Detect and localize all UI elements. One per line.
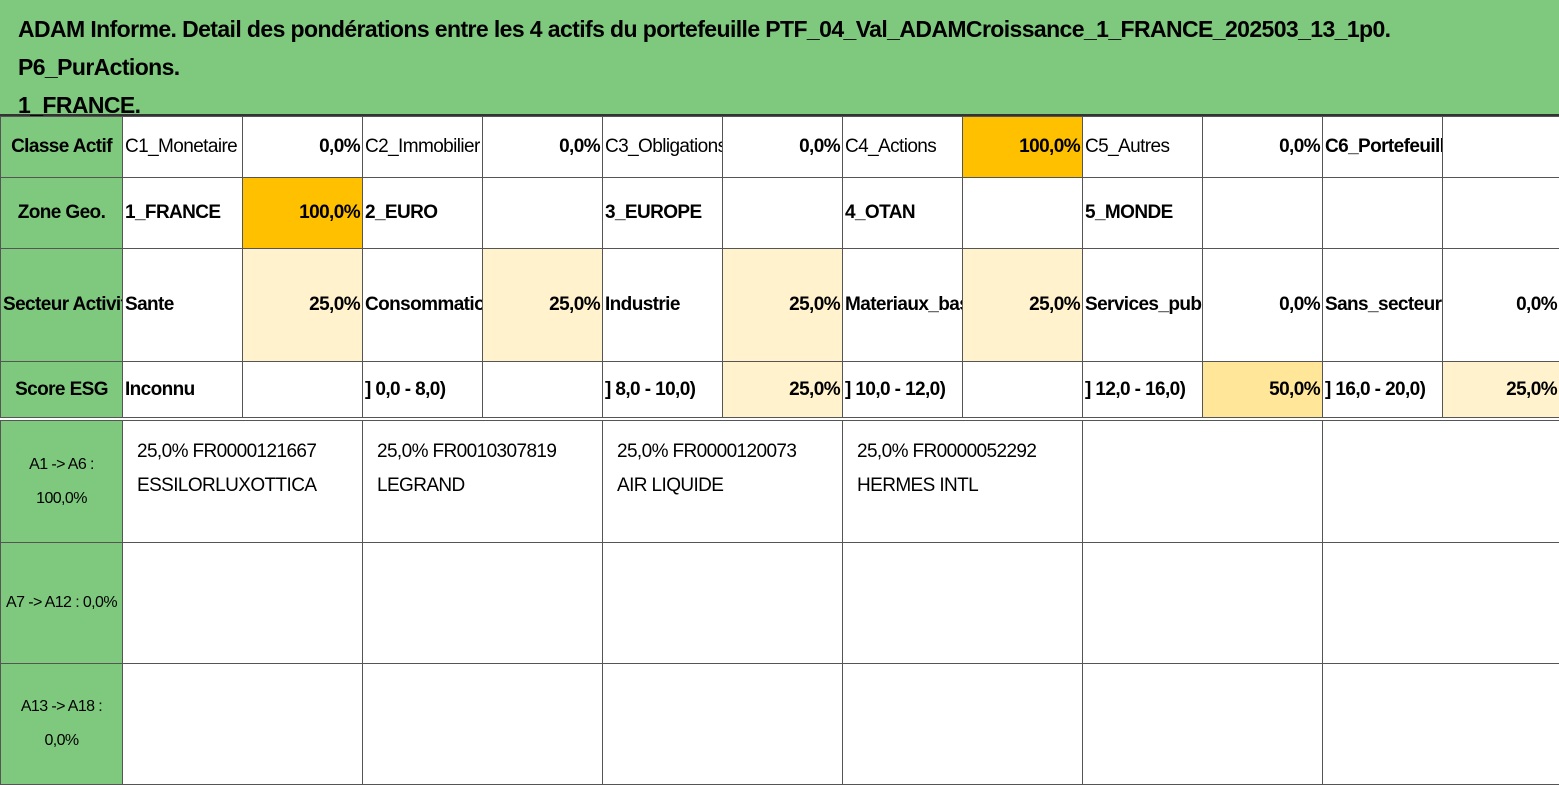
esg-value: 25,0%	[722, 361, 843, 418]
classe-actif-name: C2_Immobilier	[362, 116, 483, 178]
asset-cell	[1082, 420, 1323, 543]
report-title-line1: ADAM Informe. Detail des pondérations en…	[18, 16, 1391, 80]
assets-row: A7 -> A12 : 0,0%	[0, 542, 1559, 664]
classe-actif-name: C5_Autres	[1082, 116, 1203, 178]
asset-weight-isin: 25,0% FR0010307819	[377, 441, 557, 462]
asset-cell	[1322, 420, 1559, 543]
secteur-name: Materiaux_base	[842, 248, 963, 362]
asset-cell	[362, 542, 603, 664]
zone-geo-name: 4_OTAN	[842, 177, 963, 249]
asset-cell: 25,0% FR0000121667 ESSILORLUXOTTICA	[122, 420, 363, 543]
assets-row-label: A7 -> A12 : 0,0%	[0, 542, 123, 664]
secteur-name: Services_publics	[1082, 248, 1203, 362]
secteur-value: 25,0%	[722, 248, 843, 362]
secteur-activite-row: Secteur Activite Sante 25,0% Consommatio…	[0, 248, 1559, 362]
report-title: ADAM Informe. Detail des pondérations en…	[0, 0, 1559, 118]
esg-range: ] 16,0 - 20,0)	[1322, 361, 1443, 418]
classe-actif-row: Classe Actif C1_Monetaire 0,0% C2_Immobi…	[0, 116, 1559, 178]
classe-actif-name: C3_Obligations	[602, 116, 723, 178]
allocation-table: Classe Actif C1_Monetaire 0,0% C2_Immobi…	[0, 116, 1559, 418]
asset-cell	[1322, 542, 1559, 664]
secteur-name: Consommation_cyclique	[362, 248, 483, 362]
asset-name: AIR LIQUIDE	[617, 475, 724, 496]
secteur-value: 25,0%	[242, 248, 363, 362]
zone-geo-name: 2_EURO	[362, 177, 483, 249]
zone-geo-value	[1442, 177, 1559, 249]
classe-actif-value	[1442, 116, 1559, 178]
assets-row-label: A13 -> A18 : 0,0%	[0, 663, 123, 785]
classe-actif-name: C6_Portefeuill	[1322, 116, 1443, 178]
asset-cell	[1322, 663, 1559, 785]
asset-weight-isin: 25,0% FR0000121667	[137, 441, 317, 462]
esg-range: ] 10,0 - 12,0)	[842, 361, 963, 418]
zone-geo-value: 100,0%	[242, 177, 363, 249]
asset-cell: 25,0% FR0010307819 LEGRAND	[362, 420, 603, 543]
asset-name: HERMES INTL	[857, 475, 979, 496]
esg-value	[242, 361, 363, 418]
assets-row: A1 -> A6 : 100,0% 25,0% FR0000121667 ESS…	[0, 420, 1559, 543]
classe-actif-value: 0,0%	[242, 116, 363, 178]
zone-geo-row: Zone Geo. 1_FRANCE 100,0% 2_EURO 3_EUROP…	[0, 177, 1559, 249]
secteur-name: Industrie	[602, 248, 723, 362]
asset-cell	[122, 663, 363, 785]
asset-weight-isin: 25,0% FR0000120073	[617, 441, 797, 462]
asset-weight-isin: 25,0% FR0000052292	[857, 441, 1037, 462]
asset-cell	[842, 663, 1083, 785]
asset-cell	[1082, 542, 1323, 664]
asset-name: LEGRAND	[377, 475, 465, 496]
secteur-activite-label: Secteur Activite	[0, 248, 123, 362]
zone-geo-name	[1322, 177, 1443, 249]
classe-actif-value: 0,0%	[1202, 116, 1323, 178]
zone-geo-value	[482, 177, 603, 249]
asset-cell	[842, 542, 1083, 664]
secteur-name: Sans_secteur	[1322, 248, 1443, 362]
zone-geo-value	[1202, 177, 1323, 249]
esg-value: 50,0%	[1202, 361, 1323, 418]
classe-actif-label: Classe Actif	[0, 116, 123, 178]
asset-cell	[362, 663, 603, 785]
classe-actif-name: C4_Actions	[842, 116, 963, 178]
secteur-value: 25,0%	[962, 248, 1083, 362]
esg-value: 25,0%	[1442, 361, 1559, 418]
score-esg-row: Score ESG Inconnu ] 0,0 - 8,0) ] 8,0 - 1…	[0, 361, 1559, 418]
classe-actif-name: C1_Monetaire	[122, 116, 243, 178]
classe-actif-value: 0,0%	[482, 116, 603, 178]
esg-range: Inconnu	[122, 361, 243, 418]
esg-range: ] 12,0 - 16,0)	[1082, 361, 1203, 418]
zone-geo-name: 1_FRANCE	[122, 177, 243, 249]
zone-geo-value	[962, 177, 1083, 249]
secteur-name: Sante	[122, 248, 243, 362]
esg-value	[962, 361, 1083, 418]
asset-name: ESSILORLUXOTTICA	[137, 475, 317, 496]
asset-cell	[602, 542, 843, 664]
secteur-value: 0,0%	[1442, 248, 1559, 362]
esg-value	[482, 361, 603, 418]
assets-row-label: A1 -> A6 : 100,0%	[0, 420, 123, 543]
asset-cell: 25,0% FR0000052292 HERMES INTL	[842, 420, 1083, 543]
asset-cell	[602, 663, 843, 785]
zone-geo-label: Zone Geo.	[0, 177, 123, 249]
zone-geo-name: 5_MONDE	[1082, 177, 1203, 249]
secteur-value: 25,0%	[482, 248, 603, 362]
asset-cell	[122, 542, 363, 664]
score-esg-label: Score ESG	[0, 361, 123, 418]
assets-table: A1 -> A6 : 100,0% 25,0% FR0000121667 ESS…	[0, 420, 1559, 785]
zone-geo-name: 3_EUROPE	[602, 177, 723, 249]
secteur-value: 0,0%	[1202, 248, 1323, 362]
asset-cell: 25,0% FR0000120073 AIR LIQUIDE	[602, 420, 843, 543]
esg-range: ] 8,0 - 10,0)	[602, 361, 723, 418]
classe-actif-value: 100,0%	[962, 116, 1083, 178]
esg-range: ] 0,0 - 8,0)	[362, 361, 483, 418]
report-title-line2: 1_FRANCE.	[18, 92, 141, 118]
assets-row: A13 -> A18 : 0,0%	[0, 663, 1559, 785]
classe-actif-value: 0,0%	[722, 116, 843, 178]
zone-geo-value	[722, 177, 843, 249]
asset-cell	[1082, 663, 1323, 785]
